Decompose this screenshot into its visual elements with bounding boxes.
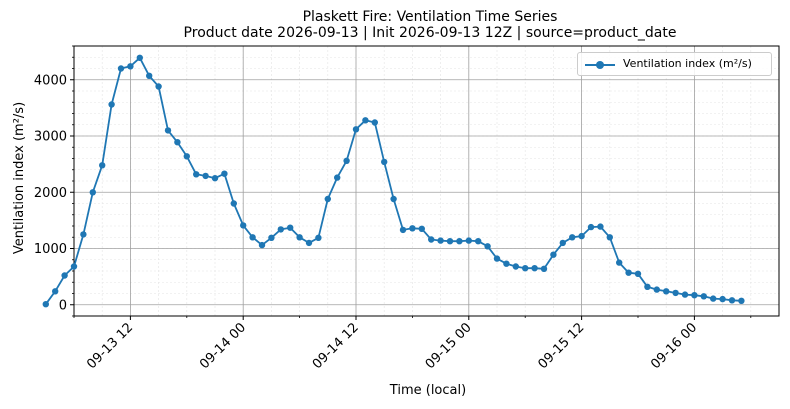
data-point xyxy=(653,286,660,293)
y-tick-label: 4000 xyxy=(34,73,67,88)
chart-subtitle: Product date 2026-09-13 | Init 2026-09-1… xyxy=(183,25,677,41)
data-point xyxy=(465,237,472,244)
data-point xyxy=(108,101,115,108)
data-point xyxy=(418,225,425,232)
data-point xyxy=(587,223,595,231)
minor-gridlines xyxy=(74,45,780,317)
data-point xyxy=(625,269,632,276)
data-point xyxy=(211,175,219,182)
data-point xyxy=(728,297,736,304)
x-axis-label: Time (local) xyxy=(389,383,467,398)
data-point xyxy=(399,226,407,234)
data-point xyxy=(61,272,68,279)
data-point xyxy=(315,234,322,241)
data-point xyxy=(296,234,303,241)
data-point xyxy=(493,255,501,262)
x-axis: 09-13 12 09-14 00 09-14 12 09-15 00 09-15 12… xyxy=(73,316,752,372)
data-point xyxy=(343,157,350,164)
data-point xyxy=(89,189,97,196)
data-point xyxy=(136,54,143,61)
data-point xyxy=(700,293,707,300)
data-point xyxy=(80,231,87,238)
data-point xyxy=(550,251,557,258)
data-point xyxy=(202,172,209,180)
data-point xyxy=(371,119,378,126)
data-point xyxy=(738,297,745,304)
y-tick-label: 1000 xyxy=(34,242,67,257)
data-point xyxy=(164,127,172,134)
data-point xyxy=(70,263,78,270)
data-point xyxy=(428,236,435,243)
data-point xyxy=(324,195,331,203)
data-point xyxy=(240,222,247,229)
data-point xyxy=(475,238,482,245)
data-point xyxy=(334,174,341,181)
data-point xyxy=(146,72,153,80)
y-axis-label: Ventilation index (m²/s) xyxy=(12,101,27,255)
chart-title: Plaskett Fire: Ventilation Time Series xyxy=(302,9,558,25)
x-tick-label: 09-14 00 xyxy=(197,320,249,372)
legend-marker xyxy=(596,61,604,69)
y-tick-label: 3000 xyxy=(34,130,67,145)
data-point xyxy=(381,158,388,166)
data-point xyxy=(193,171,200,178)
data-point xyxy=(409,225,416,232)
data-point xyxy=(352,126,360,133)
data-point xyxy=(42,301,49,308)
data-point xyxy=(390,195,397,203)
x-tick-label: 09-16 00 xyxy=(648,320,700,372)
x-tick-label: 09-15 12 xyxy=(535,320,587,372)
data-point xyxy=(287,224,294,231)
data-point xyxy=(616,259,623,266)
data-point xyxy=(569,234,576,241)
data-point xyxy=(99,162,106,169)
data-point xyxy=(531,265,538,272)
data-point xyxy=(446,238,454,245)
data-point xyxy=(663,288,670,295)
data-point xyxy=(484,243,491,250)
data-point xyxy=(155,83,162,90)
data-point xyxy=(719,295,726,303)
data-point xyxy=(305,239,313,247)
data-point xyxy=(578,232,585,240)
data-point xyxy=(503,260,510,267)
data-point xyxy=(268,234,275,241)
data-point xyxy=(681,291,689,298)
data-point xyxy=(277,226,284,233)
data-point xyxy=(117,65,125,72)
data-point xyxy=(230,200,237,207)
data-point xyxy=(127,63,134,70)
x-tick-label: 09-13 12 xyxy=(84,320,136,372)
data-point xyxy=(522,265,529,272)
data-point xyxy=(606,234,613,241)
data-point xyxy=(249,234,256,241)
data-point xyxy=(221,170,228,177)
data-point xyxy=(559,239,566,247)
data-point xyxy=(634,270,642,277)
y-axis: 0 1000 2000 3000 4000 xyxy=(34,45,74,317)
data-point xyxy=(710,295,717,302)
data-point xyxy=(672,289,679,297)
data-point xyxy=(540,265,548,272)
data-point xyxy=(644,283,651,290)
major-gridlines xyxy=(74,46,779,316)
data-point xyxy=(691,292,698,299)
data-point xyxy=(183,153,190,160)
data-point xyxy=(174,139,181,146)
data-point xyxy=(456,238,463,245)
x-tick-label: 09-15 00 xyxy=(423,320,475,372)
legend-label: Ventilation index (m²/s) xyxy=(623,57,752,70)
legend: Ventilation index (m²/s) xyxy=(577,52,772,76)
x-tick-label: 09-14 12 xyxy=(310,320,362,372)
data-point xyxy=(437,237,444,244)
series-points xyxy=(42,54,745,308)
data-point xyxy=(52,288,59,295)
data-point xyxy=(258,241,266,249)
data-point xyxy=(512,263,519,270)
data-point xyxy=(362,117,369,124)
y-tick-label: 0 xyxy=(59,298,67,313)
y-tick-label: 2000 xyxy=(34,186,67,201)
data-point xyxy=(597,223,604,230)
